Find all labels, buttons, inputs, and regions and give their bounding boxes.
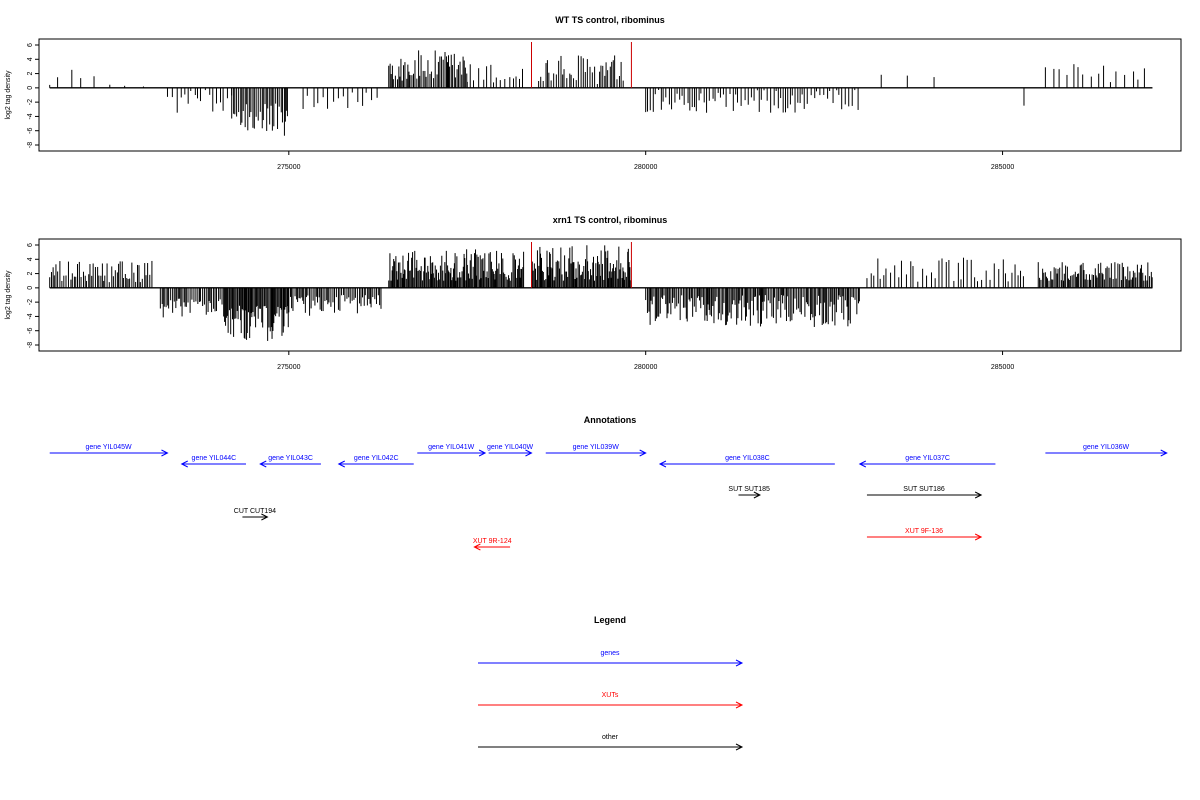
- arrow-head: [525, 449, 533, 457]
- y-tick-label: 0: [27, 286, 34, 290]
- feature-other: CUT CUT194: [234, 508, 276, 521]
- feature-label: gene YIL038C: [725, 455, 770, 462]
- legend-item: XUTs: [478, 692, 744, 709]
- feature-label: gene YIL039W: [573, 444, 620, 451]
- legend: Legend genes XUTs other: [478, 615, 744, 751]
- y-tick-label: 0: [27, 86, 34, 90]
- x-tick-label: 275000: [277, 364, 300, 371]
- legend-item: genes: [478, 650, 744, 667]
- feature-gene: gene YIL045W: [49, 444, 169, 457]
- y-tick-label: -4: [27, 313, 34, 319]
- y-tick-label: -2: [27, 99, 34, 105]
- feature-label: XUT 9R-124: [473, 538, 512, 545]
- feature-label: CUT CUT194: [234, 508, 276, 515]
- arrow-head: [639, 449, 647, 457]
- y-axis-label: log2 tag density: [5, 70, 12, 120]
- feature-other: SUT SUT185: [728, 486, 770, 499]
- arrow-head: [337, 460, 345, 468]
- arrow-head: [858, 460, 867, 468]
- y-tick-label: -8: [27, 342, 34, 348]
- feature-label: gene YIL042C: [354, 455, 399, 462]
- y-tick-label: 2: [27, 272, 34, 276]
- y-tick-label: 4: [27, 57, 34, 61]
- arrow-head: [259, 460, 267, 468]
- feature-gene: gene YIL036W: [1045, 444, 1168, 457]
- panel-xrn1: xrn1 TS control, ribominus log2 tag dens…: [5, 215, 1182, 371]
- annotations-title: Annotations: [584, 415, 637, 425]
- y-tick-label: -2: [27, 299, 34, 305]
- feature-label: gene YIL041W: [428, 444, 475, 451]
- feature-gene: gene YIL038C: [658, 455, 835, 468]
- y-tick-label: 6: [27, 43, 34, 47]
- feature-track: gene YIL045W gene YIL044C gene YIL043C gene…: [49, 444, 1168, 551]
- arrow-head: [735, 701, 744, 709]
- feature-label: SUT SUT185: [728, 486, 770, 493]
- y-tick-label: -4: [27, 113, 34, 119]
- legend-label: genes: [600, 650, 620, 657]
- bar-series: [49, 245, 1153, 341]
- legend-label: XUTs: [602, 692, 619, 699]
- feature-gene: gene YIL043C: [259, 455, 321, 468]
- feature-xut: XUT 9F-136: [866, 528, 983, 541]
- y-tick-label: -6: [27, 328, 34, 334]
- panel-wt: WT TS control, ribominus log2 tag densit…: [5, 15, 1182, 171]
- x-tick-label: 280000: [634, 164, 657, 171]
- arrow-head: [735, 659, 744, 667]
- feature-other: SUT SUT186: [866, 486, 983, 499]
- arrow-head: [974, 533, 983, 541]
- legend-title: Legend: [594, 615, 626, 625]
- feature-xut: XUT 9R-124: [473, 538, 512, 551]
- y-axis-label: log2 tag density: [5, 270, 12, 320]
- y-tick-label: -8: [27, 142, 34, 148]
- panel-title: xrn1 TS control, ribominus: [553, 215, 668, 225]
- feature-label: gene YIL045W: [85, 444, 132, 451]
- arrow-head: [180, 460, 188, 468]
- bar-series: [49, 50, 1145, 136]
- arrow-head: [735, 743, 744, 751]
- x-tick-label: 285000: [991, 364, 1014, 371]
- arrow-head: [1160, 449, 1168, 457]
- plot-frame: [38, 38, 1182, 152]
- panel-title: WT TS control, ribominus: [555, 15, 665, 25]
- feature-gene: gene YIL042C: [337, 455, 414, 468]
- feature-label: XUT 9F-136: [905, 528, 943, 535]
- plot-area: 6 4 2 0 -2 -4 -6 -8 275000 280000 285000: [27, 42, 1153, 171]
- y-tick-label: 4: [27, 257, 34, 261]
- y-tick-label: -6: [27, 128, 34, 134]
- legend-item: other: [478, 734, 744, 751]
- feature-gene: gene YIL040W: [487, 444, 534, 457]
- feature-gene: gene YIL044C: [180, 455, 246, 468]
- feature-label: gene YIL044C: [192, 455, 237, 462]
- y-tick-label: 2: [27, 72, 34, 76]
- feature-gene: gene YIL041W: [417, 444, 487, 457]
- feature-label: SUT SUT186: [903, 486, 945, 493]
- plot-area: 6 4 2 0 -2 -4 -6 -8 275000 280000 285000: [27, 242, 1153, 371]
- arrow-head: [478, 449, 487, 457]
- x-tick-label: 280000: [634, 364, 657, 371]
- arrow-head: [161, 449, 169, 457]
- y-tick-label: 6: [27, 243, 34, 247]
- arrow-head: [753, 491, 762, 499]
- feature-label: gene YIL040W: [487, 444, 534, 451]
- feature-label: gene YIL037C: [905, 455, 950, 462]
- plot-frame: [38, 238, 1182, 352]
- feature-gene: gene YIL039W: [545, 444, 647, 457]
- arrow-head: [658, 460, 667, 468]
- feature-label: gene YIL036W: [1083, 444, 1130, 451]
- arrow-head: [261, 513, 269, 521]
- legend-items: genes XUTs other: [478, 650, 744, 751]
- arrow-head: [473, 543, 481, 551]
- legend-label: other: [602, 734, 619, 741]
- x-tick-label: 285000: [991, 164, 1014, 171]
- arrow-head: [974, 491, 983, 499]
- feature-gene: gene YIL037C: [858, 455, 996, 468]
- feature-label: gene YIL043C: [268, 455, 313, 462]
- x-tick-label: 275000: [277, 164, 300, 171]
